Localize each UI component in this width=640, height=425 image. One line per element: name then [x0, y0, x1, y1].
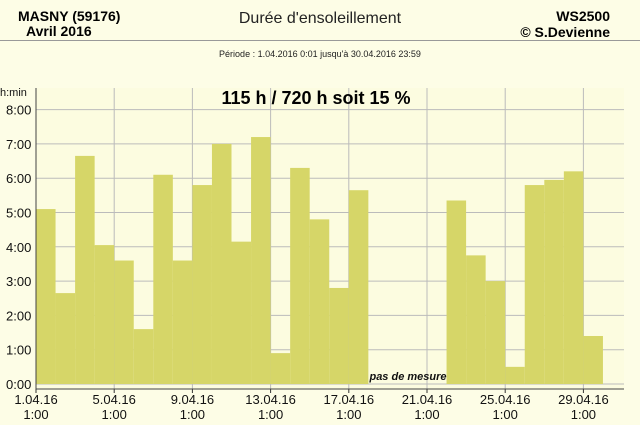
- bar: [524, 185, 545, 384]
- x-tick-time: 1:00: [102, 407, 127, 422]
- bar: [309, 219, 330, 384]
- x-tick-time: 1:00: [571, 407, 596, 422]
- bar: [485, 281, 506, 384]
- x-tick-time: 1:00: [336, 407, 361, 422]
- device-label: WS2500: [556, 8, 610, 24]
- chart-title: 115 h / 720 h soit 15 %: [221, 88, 410, 108]
- x-tick-time: 1:00: [23, 407, 48, 422]
- y-tick-label: 7:00: [6, 137, 31, 152]
- bar: [270, 353, 291, 384]
- x-tick-time: 1:00: [493, 407, 518, 422]
- bar: [172, 260, 193, 384]
- bar: [348, 190, 369, 384]
- bar: [466, 255, 486, 384]
- bar: [544, 179, 564, 384]
- bar: [231, 241, 252, 384]
- x-tick-date: 13.04.16: [245, 392, 296, 407]
- y-tick-label: 0:00: [6, 377, 31, 392]
- month-label: Avril 2016: [26, 23, 92, 39]
- bar: [211, 143, 232, 384]
- x-tick-time: 1:00: [414, 407, 439, 422]
- x-tick-time: 1:00: [258, 407, 283, 422]
- y-axis-label: h:min: [0, 87, 27, 99]
- bar: [583, 335, 603, 384]
- bar: [446, 200, 467, 384]
- bar: [192, 185, 212, 384]
- bar: [563, 171, 584, 384]
- x-tick-date: 25.04.16: [480, 392, 531, 407]
- y-tick-label: 3:00: [6, 274, 31, 289]
- bar: [36, 209, 56, 384]
- x-tick-date: 1.04.16: [14, 392, 57, 407]
- y-tick-label: 5:00: [6, 206, 31, 221]
- page-title: Durée d'ensoleillement: [238, 10, 402, 27]
- x-tick-date: 21.04.16: [402, 392, 453, 407]
- y-tick-label: 4:00: [6, 240, 31, 255]
- bar: [329, 287, 349, 384]
- bar: [75, 155, 95, 384]
- x-tick-date: 9.04.16: [171, 392, 214, 407]
- y-tick-label: 1:00: [6, 343, 31, 358]
- x-tick-date: 17.04.16: [323, 392, 374, 407]
- period-label: Période : 1.04.2016 0:01 jusqu'à 30.04.2…: [219, 49, 421, 59]
- bar: [114, 260, 134, 384]
- station-label: MASNY (59176): [18, 8, 121, 24]
- header-divider: [0, 40, 640, 41]
- bar: [290, 167, 310, 384]
- x-tick-date: 5.04.16: [93, 392, 136, 407]
- bar: [505, 366, 525, 384]
- bar: [251, 137, 271, 384]
- bar: [153, 174, 173, 384]
- x-tick-date: 29.04.16: [558, 392, 609, 407]
- y-tick-label: 2:00: [6, 308, 31, 323]
- bar: [94, 245, 115, 384]
- bar: [55, 293, 76, 384]
- x-tick-time: 1:00: [180, 407, 205, 422]
- bar: [133, 329, 154, 384]
- no-measure-annotation: pas de mesure: [368, 371, 446, 383]
- author-label: © S.Devienne: [520, 24, 610, 40]
- y-tick-label: 6:00: [6, 171, 31, 186]
- y-tick-label: 8:00: [6, 103, 31, 118]
